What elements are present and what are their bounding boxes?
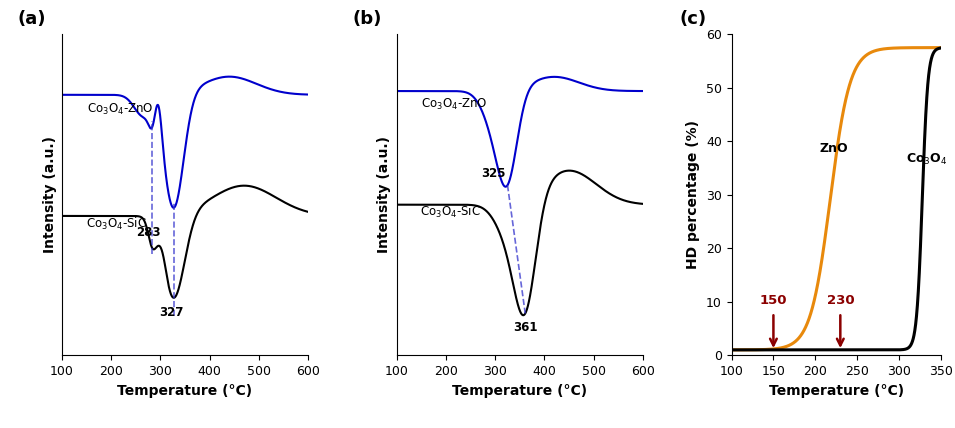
Text: Co$_3$O$_4$-SiC: Co$_3$O$_4$-SiC [420, 204, 481, 220]
Text: 230: 230 [826, 294, 854, 307]
Y-axis label: HD percentage (%): HD percentage (%) [687, 120, 700, 269]
Y-axis label: Intensity (a.u.): Intensity (a.u.) [43, 136, 56, 253]
Text: Co$_3$O$_4$-SiC: Co$_3$O$_4$-SiC [86, 216, 146, 232]
Text: 361: 361 [513, 321, 538, 333]
Text: Co$_3$O$_4$-ZnO: Co$_3$O$_4$-ZnO [87, 102, 153, 117]
Text: (b): (b) [352, 10, 382, 28]
Text: (c): (c) [679, 10, 707, 28]
Text: 327: 327 [159, 306, 183, 319]
Text: 283: 283 [136, 226, 160, 239]
Y-axis label: Intensity (a.u.): Intensity (a.u.) [377, 136, 392, 253]
Text: 325: 325 [481, 166, 506, 180]
Text: 150: 150 [759, 294, 787, 307]
Text: Co$_3$O$_4$: Co$_3$O$_4$ [905, 152, 947, 167]
X-axis label: Temperature (°C): Temperature (°C) [453, 383, 587, 398]
Text: Co$_3$O$_4$-ZnO: Co$_3$O$_4$-ZnO [421, 97, 488, 112]
Text: ZnO: ZnO [819, 142, 848, 155]
X-axis label: Temperature (°C): Temperature (°C) [769, 383, 903, 398]
Text: (a): (a) [18, 10, 46, 28]
X-axis label: Temperature (°C): Temperature (°C) [117, 383, 253, 398]
